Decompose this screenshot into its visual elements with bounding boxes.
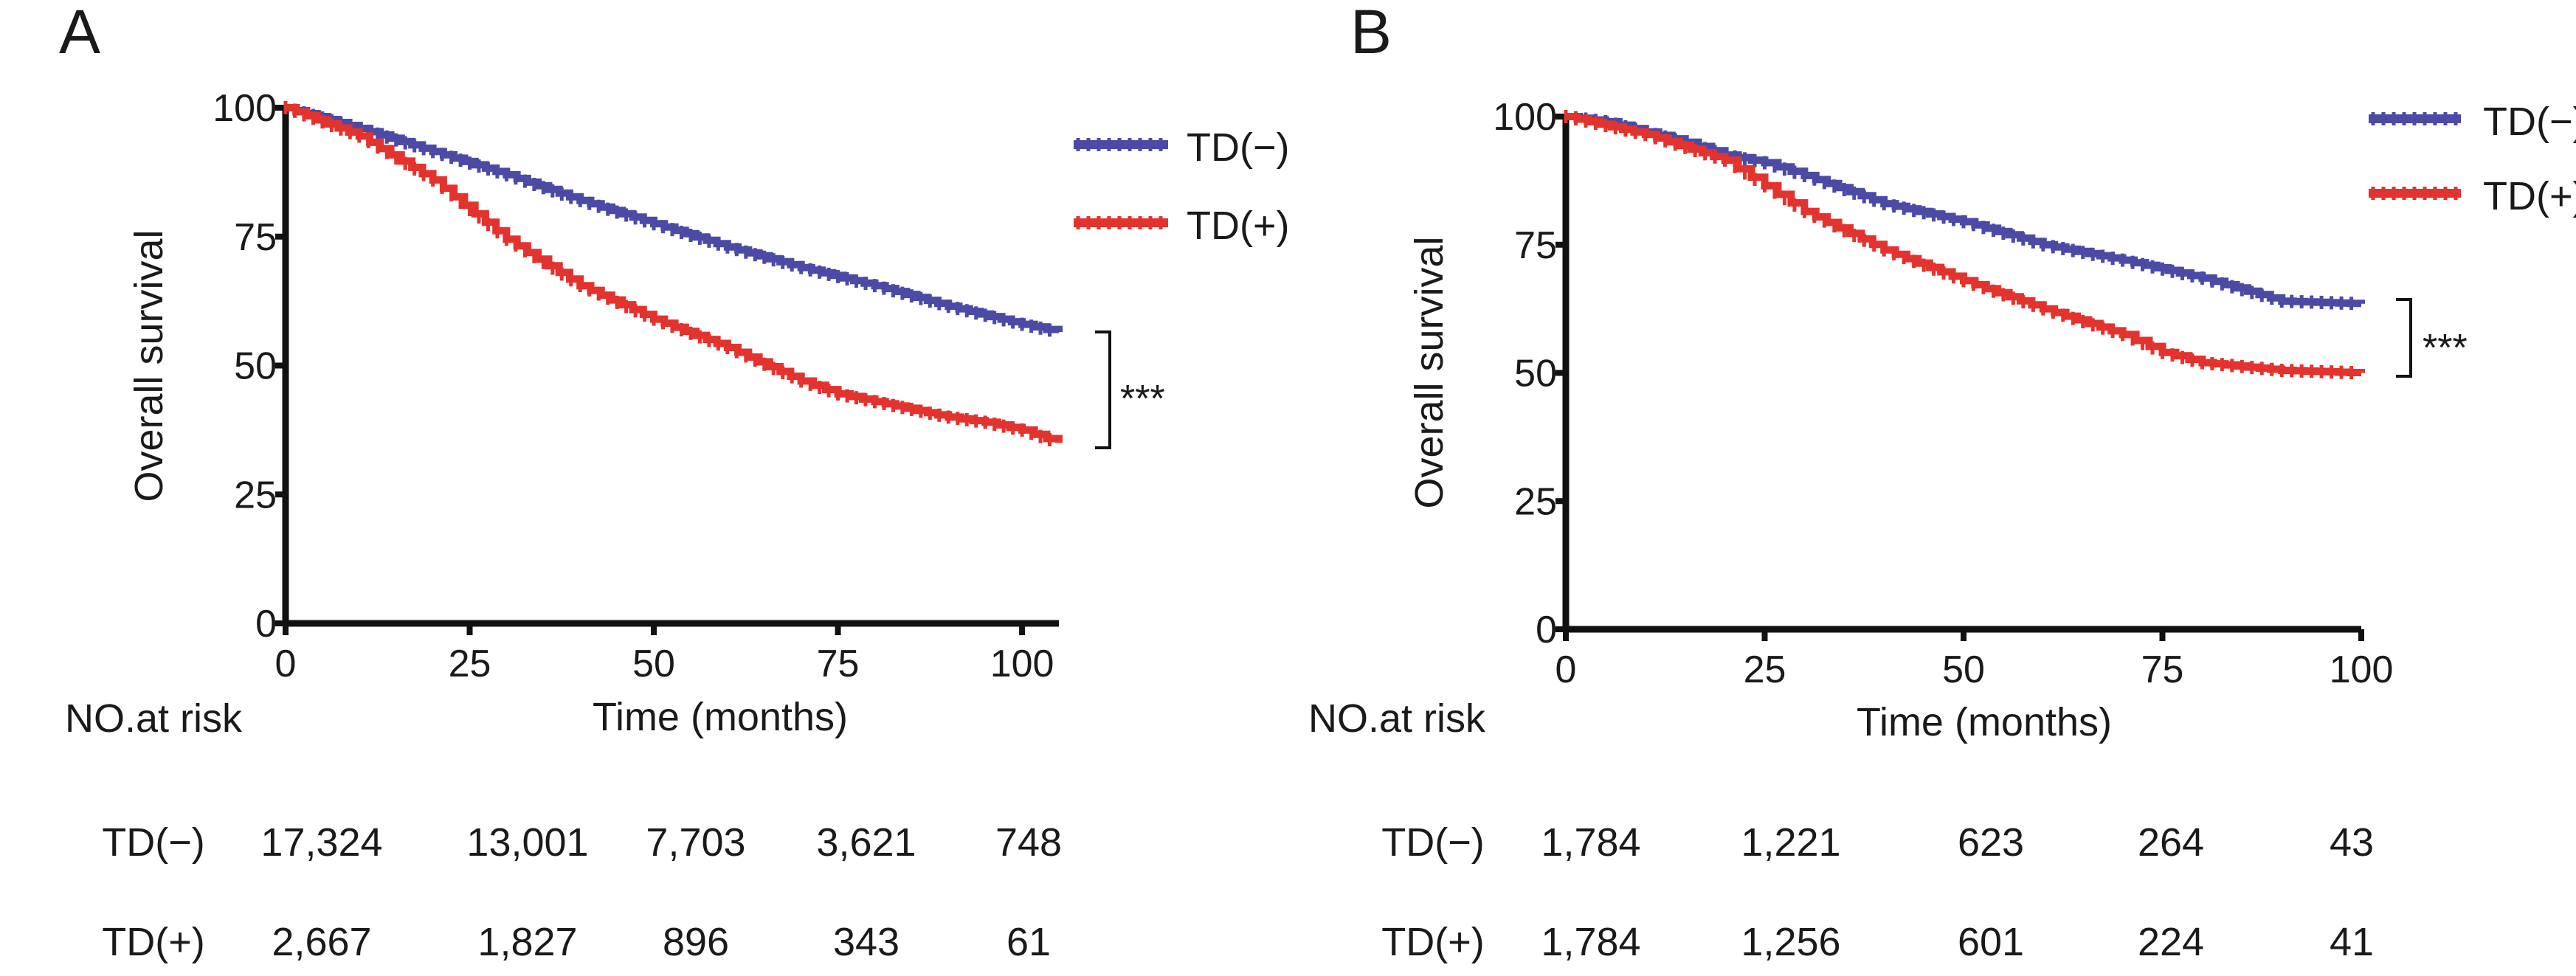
legend-label: TD(−) [1187,125,1289,170]
risk-table-title: NO.at risk [65,696,243,741]
y-axis-title: Overall survival [1407,236,1451,508]
series-td-pos-censor-marks [1564,110,2354,380]
risk-table-cell: 7,703 [646,820,745,865]
risk-row-label: TD(−) [1381,820,1484,865]
y-tick-label: 25 [1514,480,1557,523]
panel-letter: A [59,0,100,66]
series-td-pos-line [286,104,1063,443]
risk-table-cell: 1,221 [1741,820,1840,865]
risk-table-cell: 224 [2138,920,2204,964]
risk-table-cell: 3,621 [816,820,916,865]
significance-bracket [2396,298,2412,378]
y-tick-label: 0 [255,603,277,646]
risk-table-cell: 623 [1958,820,2024,865]
significance-stars: *** [2423,327,2468,370]
risk-table-cell: 1,827 [477,920,577,964]
series-td-pos-censor-marks [283,101,1052,446]
x-axis-title: Time (months) [593,695,848,739]
panel-letter: B [1350,0,1392,66]
x-tick-label: 0 [275,643,297,685]
risk-table-cell: 17,324 [260,820,382,865]
legend-censor-marks [2371,112,2458,125]
legend-censor-marks [2371,187,2458,200]
significance-bracket [1095,330,1111,449]
y-tick-label: 75 [234,216,277,259]
x-tick-label: 50 [1942,648,1985,691]
panel-b: B 0 25 50 75 100 0 25 50 75 100 Overall survival Ti… [1308,0,2576,964]
plot-area: 0 25 50 75 100 0 25 50 75 100 Overall survival Time… [1407,96,2576,744]
risk-table-cell: 41 [2330,920,2374,964]
risk-table-cell: 2,667 [272,920,371,964]
y-tick-label: 100 [213,87,277,130]
x-tick-label: 25 [449,643,491,685]
risk-table-cell: 1,784 [1541,820,1640,865]
y-tick-label: 100 [1493,96,1557,139]
risk-row-label: TD(+) [102,920,204,964]
y-tick-label: 50 [1514,353,1557,395]
legend-label: TD(+) [2483,174,2576,218]
plot-area: 0 25 50 75 100 0 25 50 75 100 Overall survival Time… [127,87,1289,739]
x-tick-label: 100 [990,643,1054,685]
x-tick-label: 25 [1744,648,1786,691]
y-axis-title: Overall survival [127,229,171,502]
series-td-neg-line [286,104,1063,333]
risk-table-cell: 43 [2330,820,2374,865]
risk-table-cell: 61 [1006,920,1051,964]
legend-censor-marks [1076,216,1163,229]
risk-table-cell: 601 [1958,920,2024,964]
risk-table-cell: 343 [833,920,899,964]
risk-table-values: 17,324 13,001 7,703 3,621 748 2,667 1,827 896 34… [260,820,1062,964]
legend-label: TD(+) [1187,204,1289,248]
risk-table-cell: 1,256 [1741,920,1840,964]
panel-a: A 0 25 50 75 100 0 25 50 75 100 Overall survival Ti… [59,0,1289,964]
series-td-pos-line [1566,113,2365,376]
y-tick-label: 0 [1536,609,1557,651]
risk-table-cell: 896 [663,920,729,964]
risk-table-cell: 264 [2138,820,2204,865]
risk-row-label: TD(+) [1381,920,1484,964]
risk-table-title: NO.at risk [1308,696,1486,741]
series-td-neg-censor-marks [1564,110,2354,311]
risk-table-cell: 13,001 [466,820,588,865]
x-tick-label: 75 [817,643,860,685]
risk-table-values: 1,784 1,221 623 264 43 1,784 1,256 601 224 41 [1541,820,2374,964]
x-tick-label: 100 [2330,648,2394,691]
legend-label: TD(−) [2483,100,2576,144]
y-tick-label: 75 [1514,224,1557,267]
x-tick-label: 50 [632,643,675,685]
significance-stars: *** [1120,378,1165,420]
y-tick-label: 25 [234,474,277,516]
x-tick-label: 0 [1555,648,1577,691]
risk-table-cell: 748 [995,820,1062,865]
risk-table-cell: 1,784 [1541,920,1640,964]
risk-row-label: TD(−) [102,820,204,865]
x-tick-label: 75 [2141,648,2184,691]
x-axis-title: Time (months) [1857,700,2112,744]
y-tick-label: 50 [234,345,277,388]
legend-censor-marks [1076,138,1163,151]
